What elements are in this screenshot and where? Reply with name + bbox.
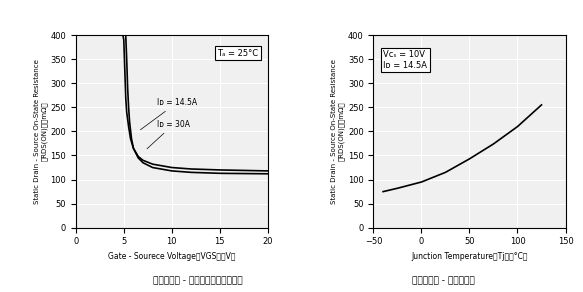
X-axis label: Gate - Sourece Voltage：VGS　【V】: Gate - Sourece Voltage：VGS 【V】 <box>108 252 236 261</box>
Text: 【导通电阻 - 结温特性】: 【导通电阻 - 结温特性】 <box>412 276 475 285</box>
Y-axis label: Static Drain - Source On-State Resistance
：RDS(ON)　【mΩ】: Static Drain - Source On-State Resistanc… <box>332 59 345 204</box>
Text: Tₐ = 25°C: Tₐ = 25°C <box>217 48 258 58</box>
Y-axis label: Static Drain - Source On-State Resistance
：RDS(ON)　【mΩ】: Static Drain - Source On-State Resistanc… <box>34 59 47 204</box>
Text: Iᴅ = 30A: Iᴅ = 30A <box>147 120 191 149</box>
Text: Vᴄₛ = 10V
Iᴅ = 14.5A: Vᴄₛ = 10V Iᴅ = 14.5A <box>383 51 427 70</box>
Text: Iᴅ = 14.5A: Iᴅ = 14.5A <box>141 98 198 130</box>
Text: 【导通电阻 - 栊极源极间电压特性】: 【导通电阻 - 栊极源极间电压特性】 <box>153 276 243 285</box>
X-axis label: Junction Temperature：Tj　【°C】: Junction Temperature：Tj 【°C】 <box>411 252 528 261</box>
